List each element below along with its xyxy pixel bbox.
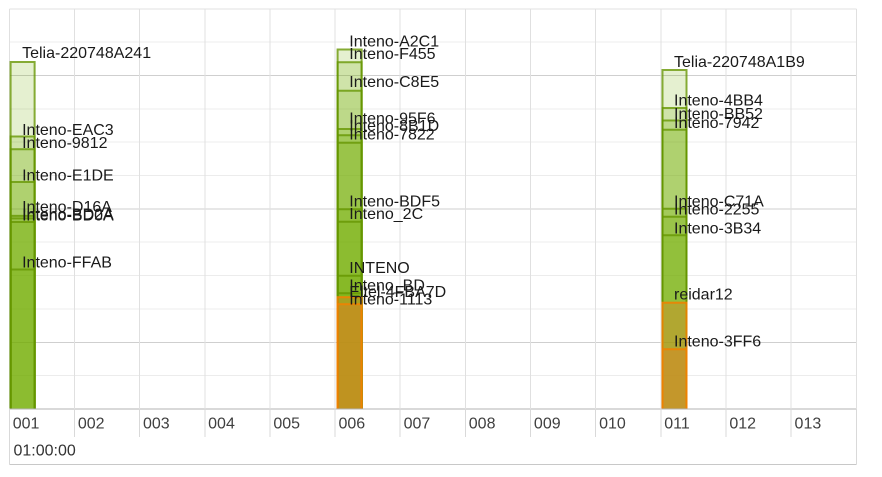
svg-text:Inteno-EAC3: Inteno-EAC3 xyxy=(22,122,114,139)
svg-text:008: 008 xyxy=(469,416,496,433)
svg-text:010: 010 xyxy=(599,416,626,433)
svg-text:004: 004 xyxy=(208,416,235,433)
svg-text:Inteno-C8E5: Inteno-C8E5 xyxy=(349,74,439,91)
svg-text:013: 013 xyxy=(795,416,822,433)
svg-text:INTENO: INTENO xyxy=(349,260,409,277)
svg-text:006: 006 xyxy=(338,416,365,433)
svg-text:Inteno-BD2A: Inteno-BD2A xyxy=(22,206,114,223)
svg-text:Inteno-4BB4: Inteno-4BB4 xyxy=(674,93,763,110)
svg-text:012: 012 xyxy=(729,416,756,433)
svg-text:003: 003 xyxy=(143,416,170,433)
svg-text:007: 007 xyxy=(404,416,431,433)
svg-text:Inteno-7822: Inteno-7822 xyxy=(349,126,435,143)
svg-text:Telia-220748A1B9: Telia-220748A1B9 xyxy=(674,54,805,71)
svg-text:Inteno-FFAB: Inteno-FFAB xyxy=(22,255,112,272)
svg-text:009: 009 xyxy=(534,416,561,433)
svg-text:Inteno-1113: Inteno-1113 xyxy=(349,291,432,308)
svg-text:001: 001 xyxy=(13,416,40,433)
svg-text:Inteno_2C: Inteno_2C xyxy=(349,206,423,223)
svg-text:Inteno-F455: Inteno-F455 xyxy=(349,46,435,63)
svg-text:Inteno-E1DE: Inteno-E1DE xyxy=(22,167,114,184)
svg-text:Inteno-3B34: Inteno-3B34 xyxy=(674,220,761,237)
svg-text:Inteno-C71A: Inteno-C71A xyxy=(674,193,764,210)
svg-text:011: 011 xyxy=(664,416,690,433)
svg-text:reidar12: reidar12 xyxy=(674,287,733,304)
svg-text:Inteno-BD0A: Inteno-BD0A xyxy=(22,208,114,225)
svg-text:Inteno-D16A: Inteno-D16A xyxy=(22,199,112,216)
svg-text:005: 005 xyxy=(273,416,300,433)
svg-text:Telia-220748A241: Telia-220748A241 xyxy=(22,45,151,62)
svg-text:Inteno_BD: Inteno_BD xyxy=(349,278,425,295)
svg-text:Inteno-A2C1: Inteno-A2C1 xyxy=(349,33,439,50)
svg-text:Eltel-4FBA7D: Eltel-4FBA7D xyxy=(349,284,446,301)
svg-text:Inteno-2255: Inteno-2255 xyxy=(674,202,760,219)
svg-text:Inteno-95F6: Inteno-95F6 xyxy=(349,111,435,128)
svg-text:Inteno-7942: Inteno-7942 xyxy=(674,115,760,132)
svg-text:Inteno-9812: Inteno-9812 xyxy=(22,135,108,152)
svg-text:002: 002 xyxy=(78,416,105,433)
svg-text:Inteno-3FF6: Inteno-3FF6 xyxy=(674,333,761,350)
svg-text:Inteno-8B1D: Inteno-8B1D xyxy=(349,118,439,135)
svg-text:Inteno-BDF5: Inteno-BDF5 xyxy=(349,194,440,211)
svg-text:01:00:00: 01:00:00 xyxy=(14,443,76,460)
svg-text:Inteno-BB52: Inteno-BB52 xyxy=(674,106,763,123)
